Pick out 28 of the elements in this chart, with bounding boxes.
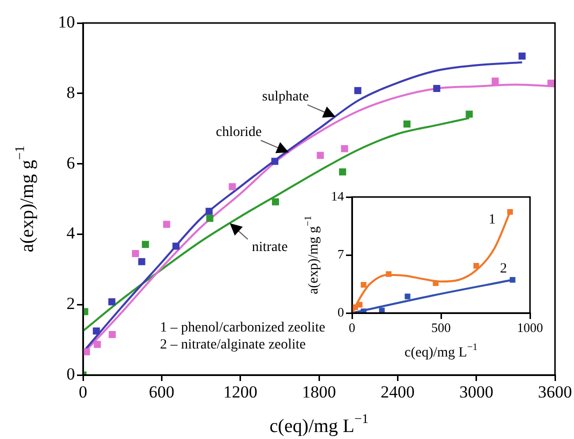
series-label: chloride (216, 125, 262, 140)
x-tick-label: 1200 (223, 382, 258, 402)
x-tick-label: 0 (78, 382, 88, 402)
annotation: 2 – nitrate/alginate zeolite (160, 338, 306, 353)
x-tick-label: 500 (431, 320, 451, 336)
y-tick-label: 2 (66, 294, 75, 314)
y-tick-label: 0 (338, 304, 344, 320)
x-tick-label: 1800 (302, 382, 336, 402)
series-label: nitrate (252, 240, 288, 255)
x-tick-label: 3000 (459, 382, 494, 402)
y-tick-label: 0 (66, 364, 75, 384)
series-label: 1 (488, 212, 496, 228)
annotation: 1 – phenol/carbonized zeolite (160, 320, 326, 336)
y-tick-label: 6 (66, 153, 75, 172)
x-tick-label: 2400 (380, 382, 415, 402)
x-tick-label: 3600 (538, 382, 572, 402)
y-axis-title: a(exp)/mg g−1 (302, 216, 322, 294)
x-tick-label: 1000 (517, 320, 543, 336)
x-tick-label: 0 (348, 320, 356, 336)
y-axis-title: a(exp)/mg g−1 (12, 146, 38, 252)
y-tick-label: 7 (338, 246, 344, 262)
series-label: 2 (500, 262, 508, 277)
y-tick-label: 10 (58, 12, 75, 32)
series-label: sulphate (262, 89, 309, 104)
y-tick-label: 4 (66, 224, 76, 243)
y-tick-label: 14 (331, 188, 344, 204)
y-tick-label: 8 (66, 82, 75, 102)
x-tick-label: 600 (148, 382, 174, 402)
